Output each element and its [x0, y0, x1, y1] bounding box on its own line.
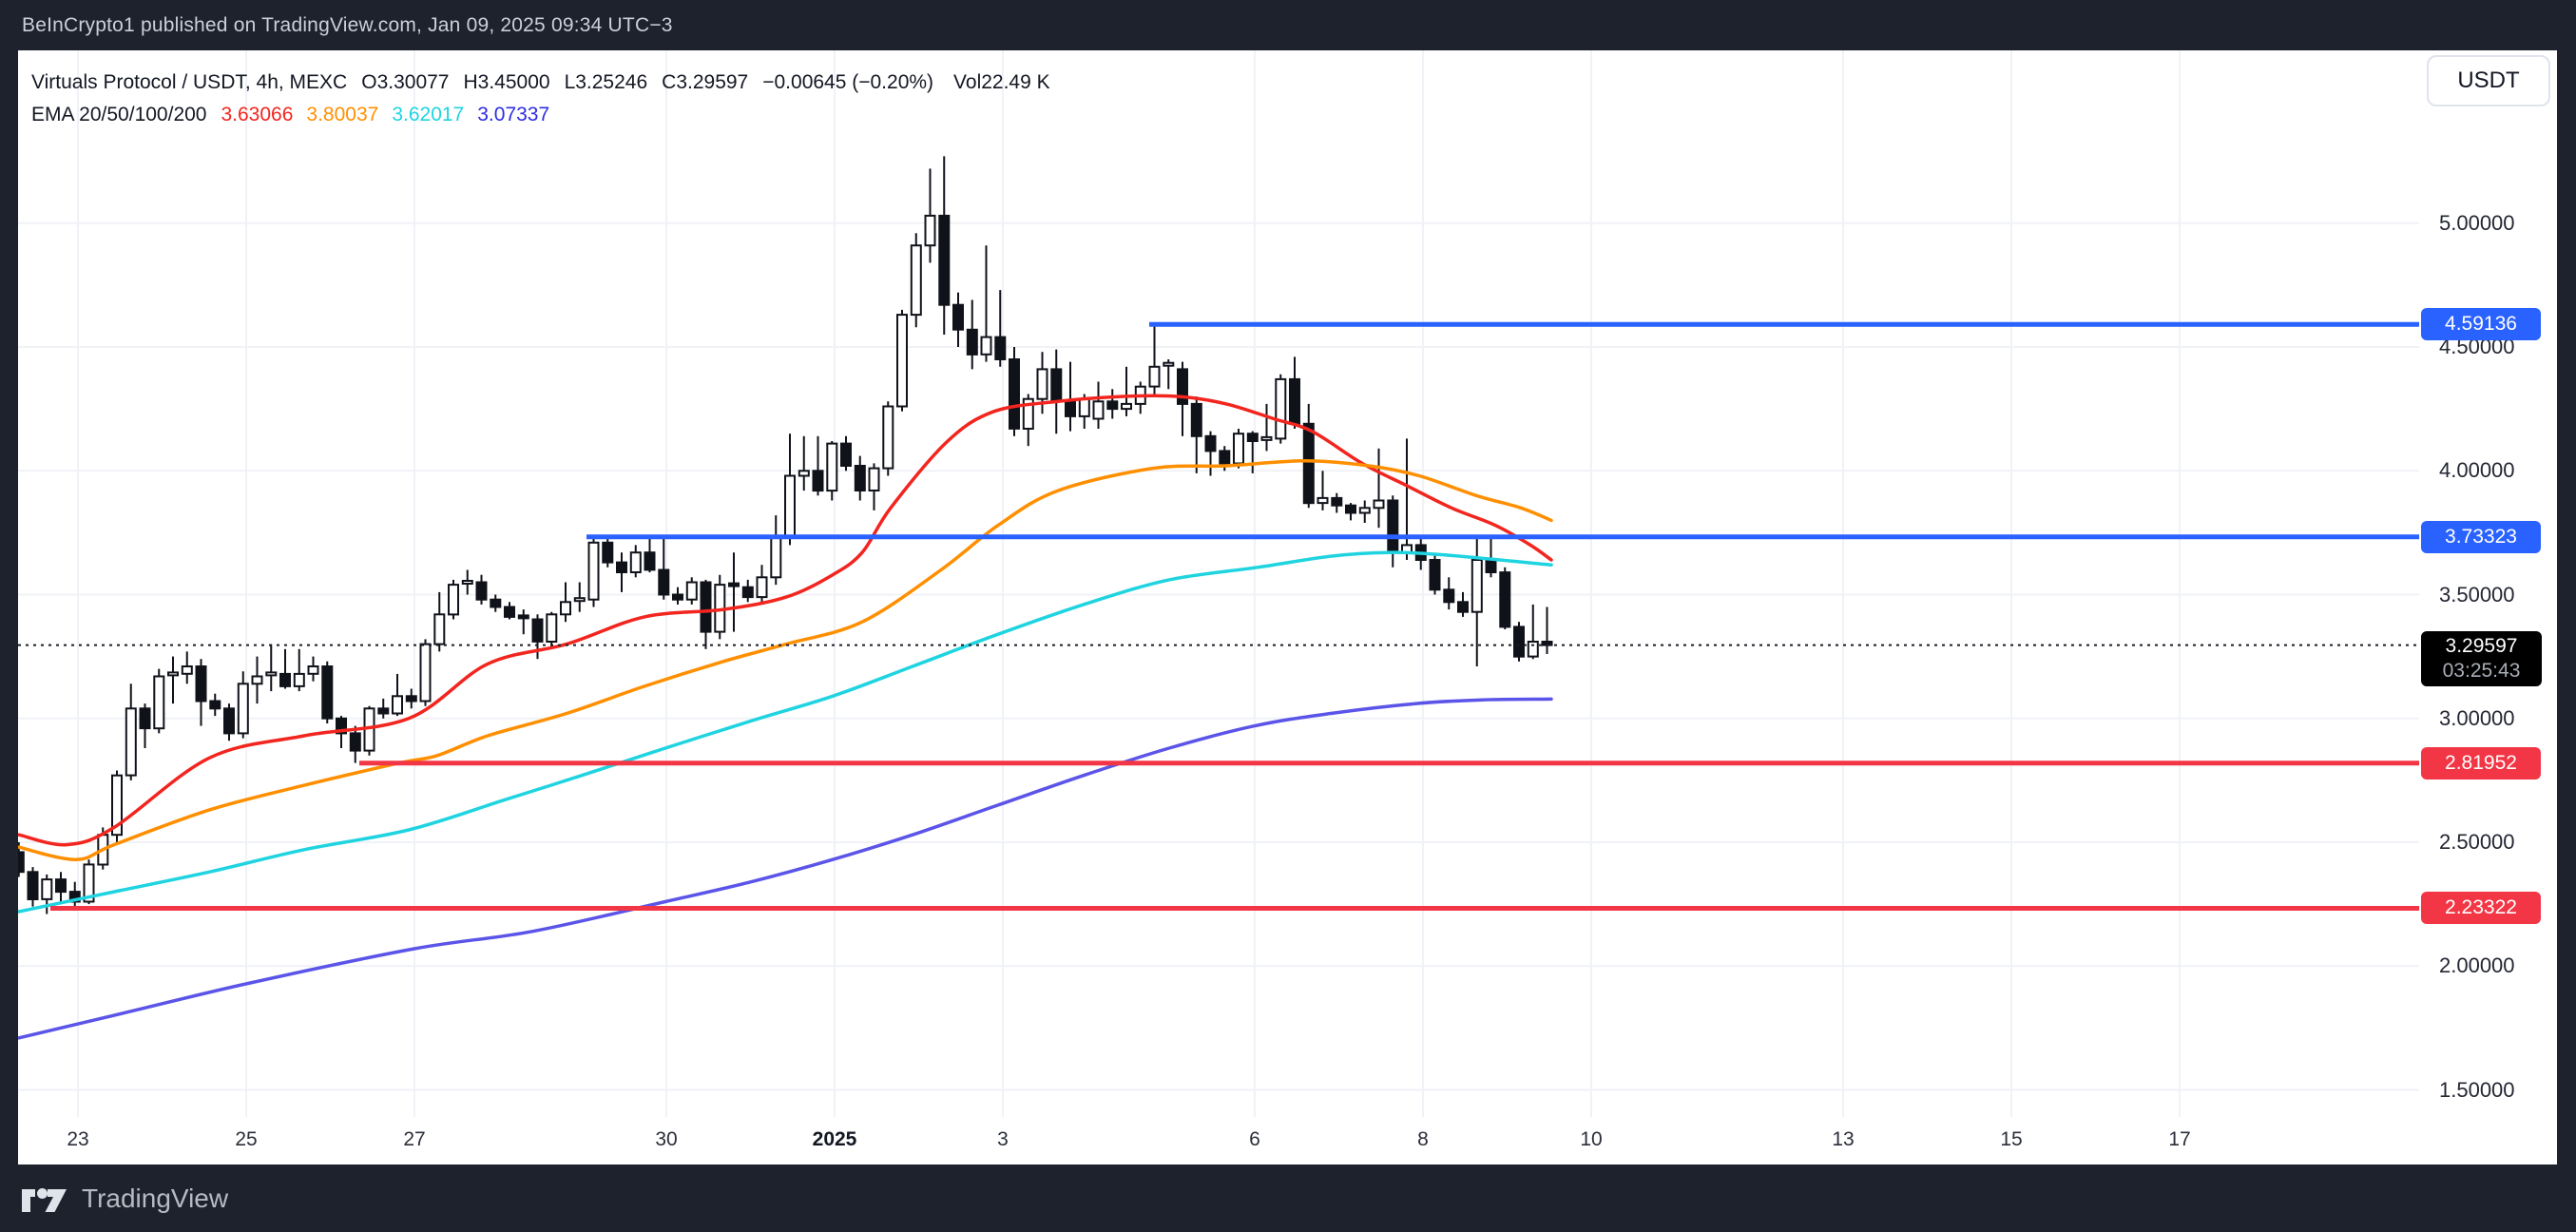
time-tick-label: 10	[1580, 1128, 1603, 1150]
currency-toggle-button[interactable]: USDT	[2427, 55, 2550, 106]
volume-value: Vol22.49 K	[953, 71, 1050, 93]
current-price-value: 3.29597	[2445, 634, 2518, 657]
level-price-label: 3.73323	[2421, 520, 2541, 553]
publish-info-text: BeInCrypto1 published on TradingView.com…	[22, 13, 673, 36]
symbol-row: Virtuals Protocol / USDT, 4h, MEXC O3.30…	[31, 71, 1050, 94]
ema-indicator-label[interactable]: EMA 20/50/100/200	[31, 104, 207, 125]
time-tick-label: 25	[235, 1128, 258, 1150]
time-tick-label: 2025	[812, 1128, 857, 1150]
ohlc-close: C3.29597	[662, 71, 749, 93]
price-tick-label: 3.50000	[2439, 582, 2515, 606]
ema-value: 3.63066	[221, 104, 294, 125]
price-tick-label: 5.00000	[2439, 210, 2515, 235]
ohlc-high: H3.45000	[463, 71, 550, 93]
ema-row: EMA 20/50/100/200 3.63066 3.80037 3.62017 3…	[31, 104, 1050, 126]
time-tick-label: 30	[655, 1128, 678, 1150]
bar-countdown: 03:25:43	[2442, 659, 2521, 682]
time-tick-label: 8	[1417, 1128, 1429, 1150]
ohlc-open: O3.30077	[361, 71, 450, 93]
tradingview-brand-text: TradingView	[82, 1183, 229, 1213]
price-axis[interactable]: 5.00000 4.50000 4.00000 3.50000 3.00000 2.500…	[2419, 50, 2557, 1117]
time-tick-label: 15	[2000, 1128, 2023, 1150]
price-tick-label: 2.50000	[2439, 830, 2515, 854]
price-tick-label: 4.00000	[2439, 458, 2515, 483]
ema-value: 3.07337	[477, 104, 550, 125]
time-tick-label: 27	[403, 1128, 426, 1150]
tradingview-logo-icon	[22, 1187, 67, 1212]
chart-panel[interactable]: Virtuals Protocol / USDT, 4h, MEXC O3.30…	[18, 50, 2557, 1165]
ohlc-change: −0.00645 (−0.20%)	[762, 71, 934, 93]
time-tick-label: 17	[2168, 1128, 2191, 1150]
current-price-label: 3.29597 03:25:43	[2421, 630, 2542, 686]
level-price-label: 4.59136	[2421, 308, 2541, 341]
time-tick-label: 6	[1249, 1128, 1260, 1150]
time-tick-label: 3	[997, 1128, 1009, 1150]
price-tick-label: 2.00000	[2439, 953, 2515, 978]
tradingview-brand-link[interactable]: TradingView	[21, 1183, 228, 1215]
footer-bar: TradingView	[0, 1165, 2576, 1232]
publish-bar: BeInCrypto1 published on TradingView.com…	[0, 0, 2576, 50]
ohlc-low: L3.25246	[564, 71, 648, 93]
chart-legend: Virtuals Protocol / USDT, 4h, MEXC O3.30…	[31, 71, 1050, 126]
ema-values: 3.63066 3.80037 3.62017 3.07337	[221, 104, 549, 126]
level-price-label: 2.23322	[2421, 892, 2541, 925]
candlestick-chart[interactable]	[18, 50, 2557, 1165]
ema-value: 3.62017	[392, 104, 465, 125]
symbol-title[interactable]: Virtuals Protocol / USDT, 4h, MEXC	[31, 71, 348, 93]
ema-value: 3.80037	[306, 104, 379, 125]
price-tick-label: 3.00000	[2439, 705, 2515, 730]
time-tick-label: 23	[67, 1128, 89, 1150]
time-tick-label: 13	[1832, 1128, 1855, 1150]
level-price-label: 2.81952	[2421, 746, 2541, 780]
price-tick-label: 1.50000	[2439, 1077, 2515, 1102]
time-axis[interactable]: 23 25 27 30 2025 3 6 8 10 13 15 17	[18, 1117, 2419, 1165]
